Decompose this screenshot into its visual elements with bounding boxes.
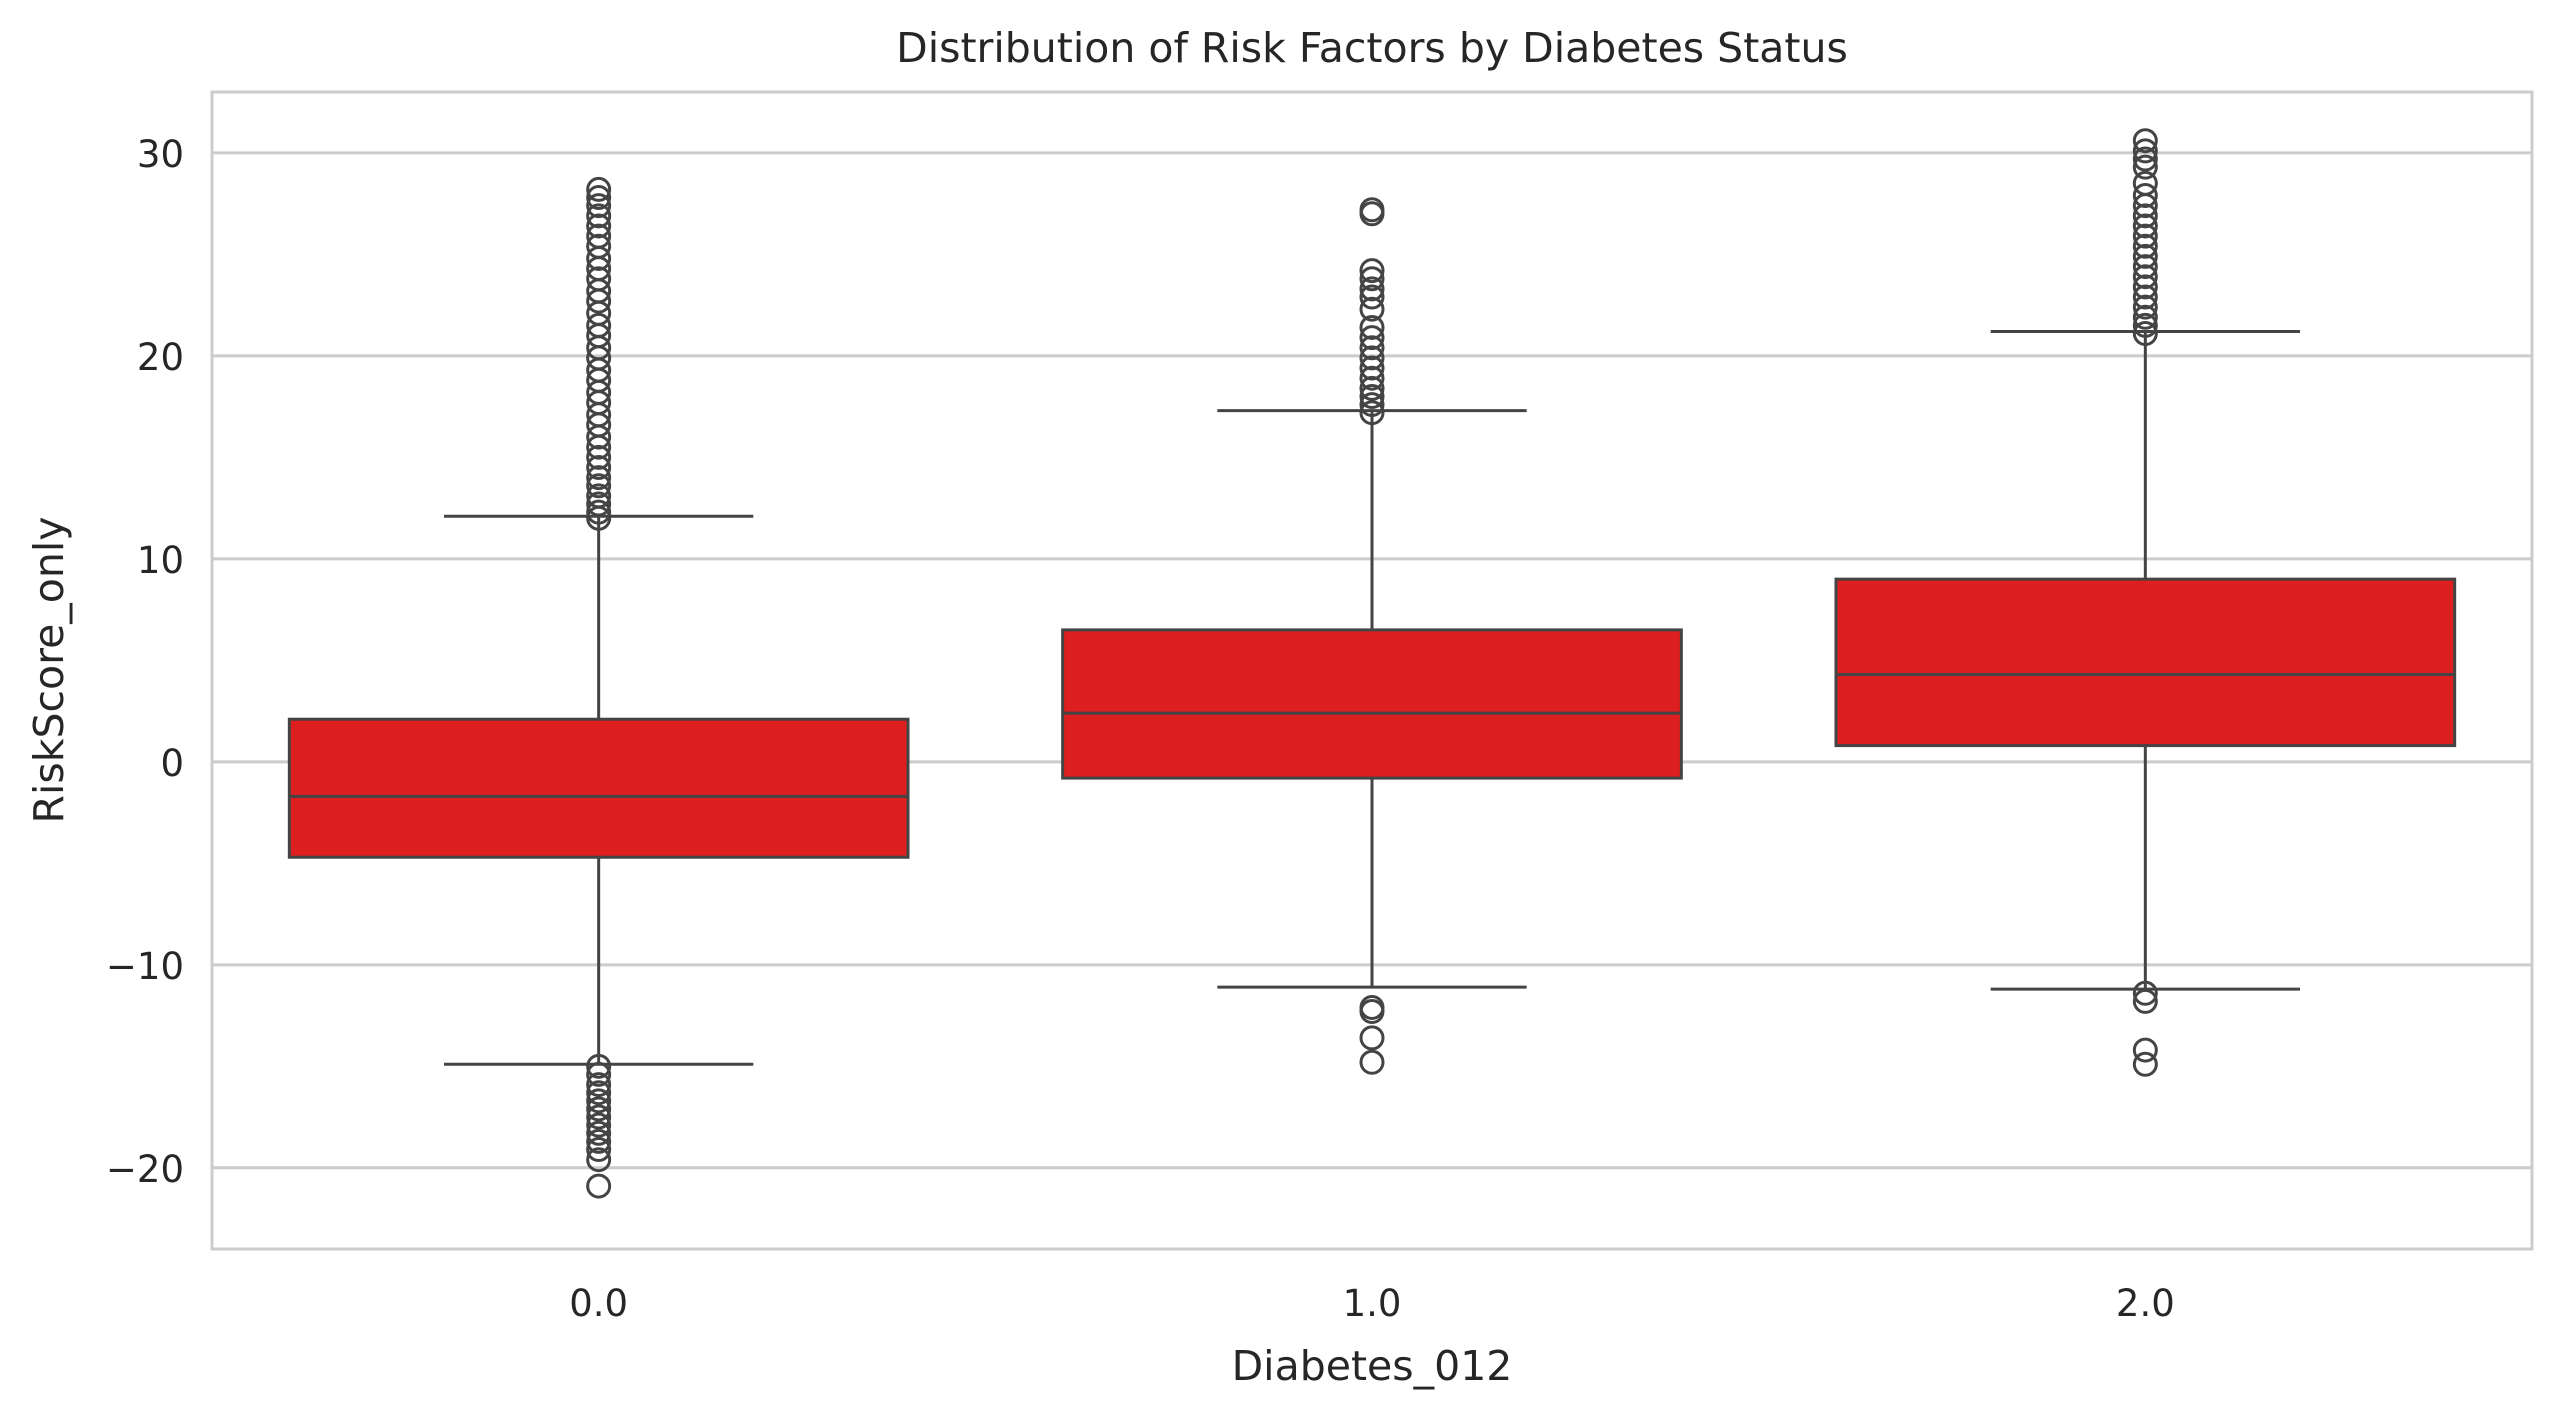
box-group-2.0 [1834,128,2457,1077]
axis-ticks: 30 20 10 0 −10 −20 0.0 1.0 2.0 [106,133,2175,1325]
outlier-point [1359,276,1385,302]
outlier-point [1359,197,1385,223]
outlier-point [586,1104,612,1130]
outlier-point [1359,284,1385,310]
outlier-point [586,1173,612,1199]
outlier-point [586,203,612,229]
outlier-point [2132,138,2158,164]
outlier-point [1359,314,1385,340]
box-group-1.0 [1061,197,1683,1075]
y-tick-label: 30 [137,133,184,176]
x-tick-label: 1.0 [1343,1282,1402,1325]
outlier-point [1359,999,1385,1025]
outlier-point [2132,980,2158,1006]
outlier-point [2132,1037,2158,1063]
outlier-point [586,465,612,491]
outlier-point [2132,284,2158,310]
x-axis-label: Diabetes_012 [1232,1342,1513,1390]
outlier-point [1359,1049,1385,1075]
y-tick-label: −10 [106,945,184,988]
outlier-point [1359,375,1385,401]
x-tick-label: 0.0 [569,1282,628,1325]
y-axis-label: RiskScore_only [25,516,73,823]
outlier-point [1359,392,1385,418]
outlier-point [2132,312,2158,338]
outlier-point [1359,345,1385,371]
outlier-point [586,1061,612,1087]
outlier-point [2132,243,2158,269]
outlier-point [2132,274,2158,300]
outlier-point [586,1080,612,1106]
outlier-point [2132,321,2158,347]
y-tick-label: 10 [137,539,184,582]
outlier-point [586,499,612,525]
outlier-point [586,213,612,239]
outlier-point [586,266,612,292]
outlier-point [2132,294,2158,320]
outlier-point [2132,183,2158,209]
outlier-point [586,1053,612,1079]
outlier-point [2132,304,2158,330]
outlier-point [586,1147,612,1173]
x-tick-label: 2.0 [2116,1282,2175,1325]
outlier-point [586,1137,612,1163]
iqr-box [1061,628,1683,780]
outlier-point [1359,1025,1385,1051]
outlier-point [586,1072,612,1098]
outlier-point [586,444,612,470]
iqr-box [287,717,910,859]
outlier-point [2132,988,2158,1014]
outlier-point [2132,203,2158,229]
y-tick-label: −20 [106,1148,184,1191]
boxes [287,128,2457,1199]
outlier-point [586,233,612,259]
outlier-point [2132,154,2158,180]
outlier-point [586,1096,612,1122]
outlier-point [1359,325,1385,351]
outlier-point [2132,170,2158,196]
box-group-0.0 [287,176,910,1199]
outlier-point [1359,383,1385,409]
y-tick-label: 20 [137,336,184,379]
outlier-point [586,483,612,509]
outlier-point [586,473,612,499]
y-tick-label: 0 [160,742,184,785]
outlier-point [1359,365,1385,391]
outlier-point [586,193,612,219]
outlier-point [586,491,612,517]
chart-title: Distribution of Risk Factors by Diabetes… [896,24,1848,72]
outlier-point [2132,223,2158,249]
plot-frame [210,90,2534,1251]
outlier-point [2132,233,2158,259]
outlier-point [586,1120,612,1146]
outlier-point [586,1128,612,1154]
outlier-point [1359,266,1385,292]
outlier-point [586,185,612,211]
outlier-point [586,176,612,202]
outlier-point [2132,128,2158,154]
outlier-point [1359,296,1385,322]
outlier-point [2132,1051,2158,1077]
outlier-point [586,223,612,249]
outlier-point [1359,400,1385,426]
outlier-point [2132,254,2158,280]
outlier-point [2132,146,2158,172]
outlier-point [2132,264,2158,290]
outlier-point [586,312,612,338]
outlier-point [586,455,612,481]
outlier-point [1359,258,1385,284]
outlier-point [1359,355,1385,381]
outlier-point [586,1112,612,1138]
iqr-box [1834,577,2457,748]
outlier-point [2132,213,2158,239]
outlier-point [586,1088,612,1114]
outlier-point [1359,335,1385,361]
